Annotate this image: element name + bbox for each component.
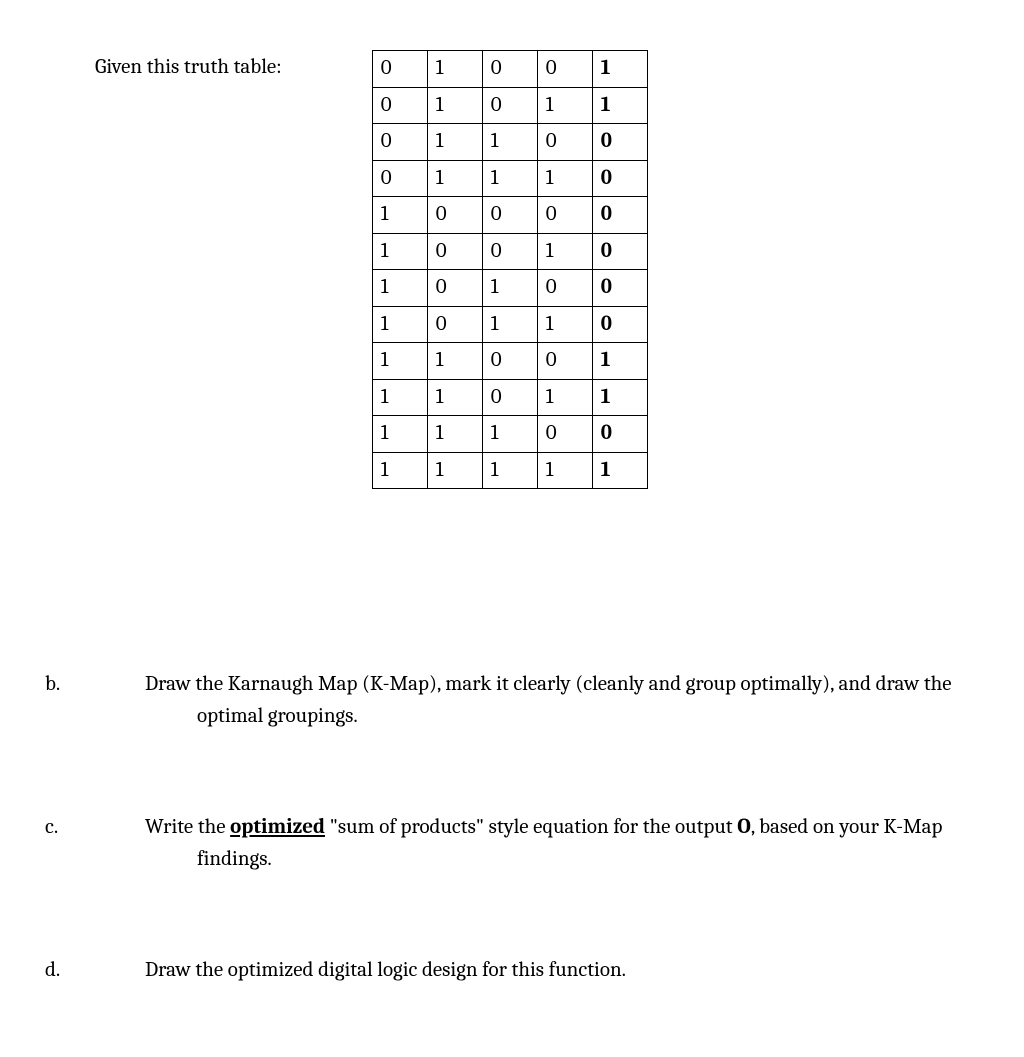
input-cell: 0 (372, 87, 427, 124)
output-cell: 1 (592, 379, 647, 416)
input-cell: 1 (372, 197, 427, 234)
input-cell: 1 (537, 452, 592, 489)
question-c: c. Write the optimized "sum of products"… (40, 812, 984, 875)
input-cell: 0 (482, 87, 537, 124)
table-row: 10110 (372, 306, 647, 343)
input-cell: 1 (372, 452, 427, 489)
input-cell: 0 (372, 51, 427, 88)
input-cell: 0 (372, 160, 427, 197)
question-c-lead-b: "sum of products" style equation for the… (325, 815, 737, 839)
output-cell: 0 (592, 306, 647, 343)
output-cell: 1 (592, 51, 647, 88)
output-cell: 1 (592, 343, 647, 380)
input-cell: 1 (482, 270, 537, 307)
input-cell: 1 (427, 160, 482, 197)
table-row: 11100 (372, 416, 647, 453)
input-cell: 1 (537, 233, 592, 270)
input-cell: 0 (482, 343, 537, 380)
input-cell: 1 (482, 160, 537, 197)
top-section: Given this truth table: 0100101011011000… (40, 50, 984, 489)
input-cell: 1 (427, 452, 482, 489)
table-row: 10100 (372, 270, 647, 307)
input-cell: 1 (427, 124, 482, 161)
input-cell: 1 (537, 306, 592, 343)
input-cell: 0 (427, 270, 482, 307)
truth-table: 0100101011011000111010000100101010010110… (372, 50, 648, 489)
output-cell: 1 (592, 87, 647, 124)
input-cell: 1 (427, 343, 482, 380)
table-row: 11001 (372, 343, 647, 380)
question-b: b. Draw the Karnaugh Map (K-Map), mark i… (40, 669, 984, 732)
output-cell: 0 (592, 160, 647, 197)
input-cell: 1 (372, 306, 427, 343)
input-cell: 0 (427, 197, 482, 234)
input-cell: 0 (482, 233, 537, 270)
input-cell: 0 (427, 233, 482, 270)
table-row: 01110 (372, 160, 647, 197)
input-cell: 0 (537, 124, 592, 161)
question-d-marker: d. (45, 955, 145, 987)
question-c-bold-o: O (737, 815, 751, 839)
question-b-marker: b. (45, 669, 145, 701)
output-cell: 0 (592, 416, 647, 453)
output-cell: 0 (592, 197, 647, 234)
output-cell: 0 (592, 270, 647, 307)
question-c-lead-a: Write the (145, 815, 230, 839)
table-row: 10010 (372, 233, 647, 270)
table-row: 01011 (372, 87, 647, 124)
table-row: 11111 (372, 452, 647, 489)
input-cell: 0 (537, 343, 592, 380)
output-cell: 1 (592, 452, 647, 489)
input-cell: 1 (482, 416, 537, 453)
input-cell: 1 (372, 379, 427, 416)
input-cell: 0 (482, 197, 537, 234)
question-c-text: Write the optimized "sum of products" st… (145, 812, 984, 875)
table-row: 01100 (372, 124, 647, 161)
table-row: 01001 (372, 51, 647, 88)
input-cell: 1 (427, 51, 482, 88)
input-cell: 1 (537, 87, 592, 124)
question-b-text: Draw the Karnaugh Map (K-Map), mark it c… (145, 669, 984, 732)
input-cell: 1 (372, 416, 427, 453)
input-cell: 0 (537, 197, 592, 234)
input-cell: 0 (482, 379, 537, 416)
question-c-emph: optimized (230, 815, 325, 839)
input-cell: 0 (537, 270, 592, 307)
question-d-text: Draw the optimized digital logic design … (145, 955, 984, 987)
input-cell: 1 (372, 270, 427, 307)
input-cell: 1 (537, 379, 592, 416)
input-cell: 1 (427, 416, 482, 453)
input-cell: 0 (537, 51, 592, 88)
output-cell: 0 (592, 124, 647, 161)
input-cell: 0 (537, 416, 592, 453)
input-cell: 0 (427, 306, 482, 343)
question-d: d. Draw the optimized digital logic desi… (40, 955, 984, 987)
table-row: 10000 (372, 197, 647, 234)
table-row: 11011 (372, 379, 647, 416)
input-cell: 1 (482, 306, 537, 343)
prompt-label: Given this truth table: (95, 50, 282, 84)
input-cell: 1 (427, 87, 482, 124)
question-c-marker: c. (45, 812, 145, 844)
input-cell: 1 (427, 379, 482, 416)
input-cell: 1 (482, 452, 537, 489)
input-cell: 1 (372, 343, 427, 380)
input-cell: 1 (482, 124, 537, 161)
input-cell: 0 (372, 124, 427, 161)
input-cell: 1 (372, 233, 427, 270)
output-cell: 0 (592, 233, 647, 270)
input-cell: 0 (482, 51, 537, 88)
input-cell: 1 (537, 160, 592, 197)
